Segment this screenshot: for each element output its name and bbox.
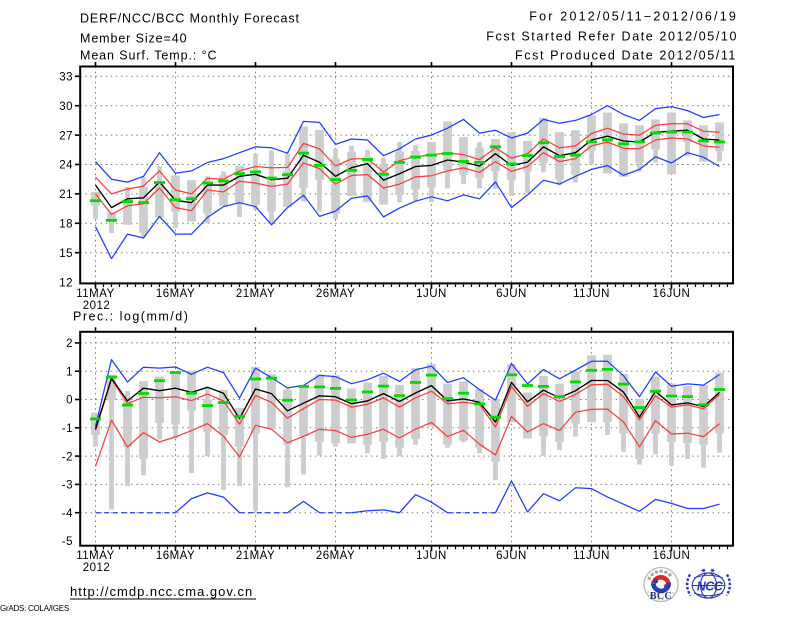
- svg-text:2012: 2012: [83, 300, 111, 312]
- svg-text:16JUN: 16JUN: [653, 550, 691, 562]
- svg-text:-4: -4: [62, 508, 73, 520]
- svg-text:-5: -5: [62, 536, 73, 548]
- svg-text:16JUN: 16JUN: [653, 288, 691, 300]
- svg-text:-2: -2: [62, 451, 73, 463]
- svg-text:http://cmdp.ncc.cma.gov.cn: http://cmdp.ncc.cma.gov.cn: [70, 584, 253, 599]
- svg-text:11MAY: 11MAY: [76, 288, 115, 300]
- svg-text:11JUN: 11JUN: [573, 288, 610, 300]
- svg-text:21MAY: 21MAY: [236, 550, 275, 562]
- svg-text:16MAY: 16MAY: [156, 550, 195, 562]
- svg-text:18: 18: [59, 219, 73, 231]
- svg-text:33: 33: [59, 72, 73, 84]
- svg-text:2: 2: [66, 338, 73, 350]
- svg-text:For 2012/05/11−2012/06/19: For 2012/05/11−2012/06/19: [529, 10, 738, 24]
- svg-text:1JUN: 1JUN: [416, 288, 447, 300]
- svg-text:Member Size=40: Member Size=40: [80, 32, 187, 46]
- svg-text:6JUN: 6JUN: [496, 288, 527, 300]
- svg-text:GrADS: COLA/IGES: GrADS: COLA/IGES: [0, 604, 69, 613]
- svg-text:Fcst Started Refer Date 2012/0: Fcst Started Refer Date 2012/05/10: [486, 30, 738, 44]
- svg-text:6JUN: 6JUN: [496, 550, 527, 562]
- svg-text:0: 0: [66, 395, 73, 407]
- svg-text:21MAY: 21MAY: [236, 288, 275, 300]
- svg-text:16MAY: 16MAY: [156, 288, 195, 300]
- svg-text:-3: -3: [62, 480, 73, 492]
- svg-text:-1: -1: [62, 423, 73, 435]
- svg-text:26MAY: 26MAY: [316, 288, 355, 300]
- svg-text:21: 21: [59, 189, 73, 201]
- svg-text:2012: 2012: [83, 562, 111, 574]
- svg-text:12: 12: [59, 277, 73, 289]
- svg-text:15: 15: [59, 248, 73, 260]
- svg-text:NCC: NCC: [697, 580, 724, 594]
- svg-text:Mean Surf. Temp.: °C: Mean Surf. Temp.: °C: [80, 49, 217, 63]
- svg-text:27: 27: [59, 130, 73, 142]
- svg-text:11MAY: 11MAY: [76, 550, 115, 562]
- svg-text:11JUN: 11JUN: [573, 550, 610, 562]
- svg-text:Prec.: log(mm/d): Prec.: log(mm/d): [73, 310, 189, 324]
- svg-text:30: 30: [59, 101, 73, 113]
- svg-text:BCC: BCC: [650, 591, 672, 602]
- svg-text:26MAY: 26MAY: [316, 550, 355, 562]
- svg-text:DERF/NCC/BCC Monthly Forecast: DERF/NCC/BCC Monthly Forecast: [80, 12, 300, 26]
- svg-text:24: 24: [59, 160, 73, 172]
- svg-text:1: 1: [66, 366, 73, 378]
- svg-text:Fcst Produced Date 2012/05/11: Fcst Produced Date 2012/05/11: [515, 49, 737, 63]
- svg-text:1JUN: 1JUN: [416, 550, 447, 562]
